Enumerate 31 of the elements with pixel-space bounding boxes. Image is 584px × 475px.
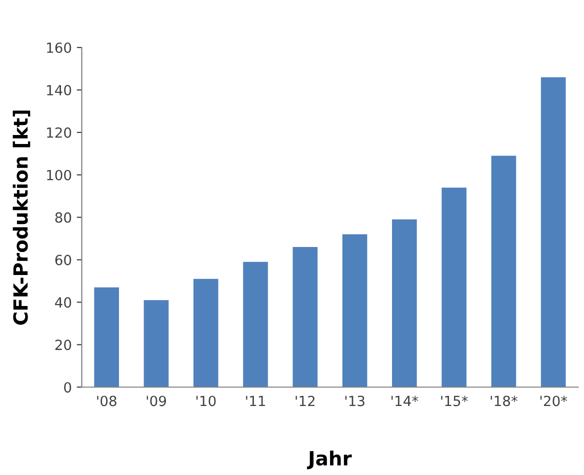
x-tick-label: '14* xyxy=(392,396,418,406)
bar xyxy=(292,247,318,388)
y-axis-title: CFK-Produktion [kt] xyxy=(12,110,30,325)
x-tick-label: '09 xyxy=(146,396,166,406)
x-axis-title: Jahr xyxy=(306,450,352,470)
y-tick-label: 40 xyxy=(55,297,72,308)
bar xyxy=(392,219,417,388)
bar xyxy=(540,77,566,388)
bar xyxy=(193,278,218,388)
bar xyxy=(342,234,368,388)
y-tick-label: 60 xyxy=(55,254,72,266)
x-tick-label: '11 xyxy=(246,396,265,406)
x-tick-label: '08 xyxy=(97,396,116,406)
x-tick-label: '10 xyxy=(196,396,216,406)
y-tick-label: 120 xyxy=(47,127,72,138)
y-tick-label: 0 xyxy=(64,382,72,393)
y-tick-label: 160 xyxy=(47,42,72,53)
y-tick-label: 140 xyxy=(47,84,72,96)
x-tick-label: '13 xyxy=(345,396,364,406)
x-tick-label: '15* xyxy=(441,396,468,406)
x-tick-label: '20* xyxy=(540,396,568,406)
bar xyxy=(243,262,268,388)
y-tick-label: 100 xyxy=(47,170,72,180)
x-tick-label: '12 xyxy=(296,396,314,406)
y-tick-label: 80 xyxy=(55,212,72,223)
x-tick-label: '18* xyxy=(490,396,518,406)
bar xyxy=(144,300,169,388)
bar xyxy=(491,156,516,388)
y-tick-label: 20 xyxy=(55,340,72,350)
bar xyxy=(94,287,119,388)
bar xyxy=(442,188,466,388)
